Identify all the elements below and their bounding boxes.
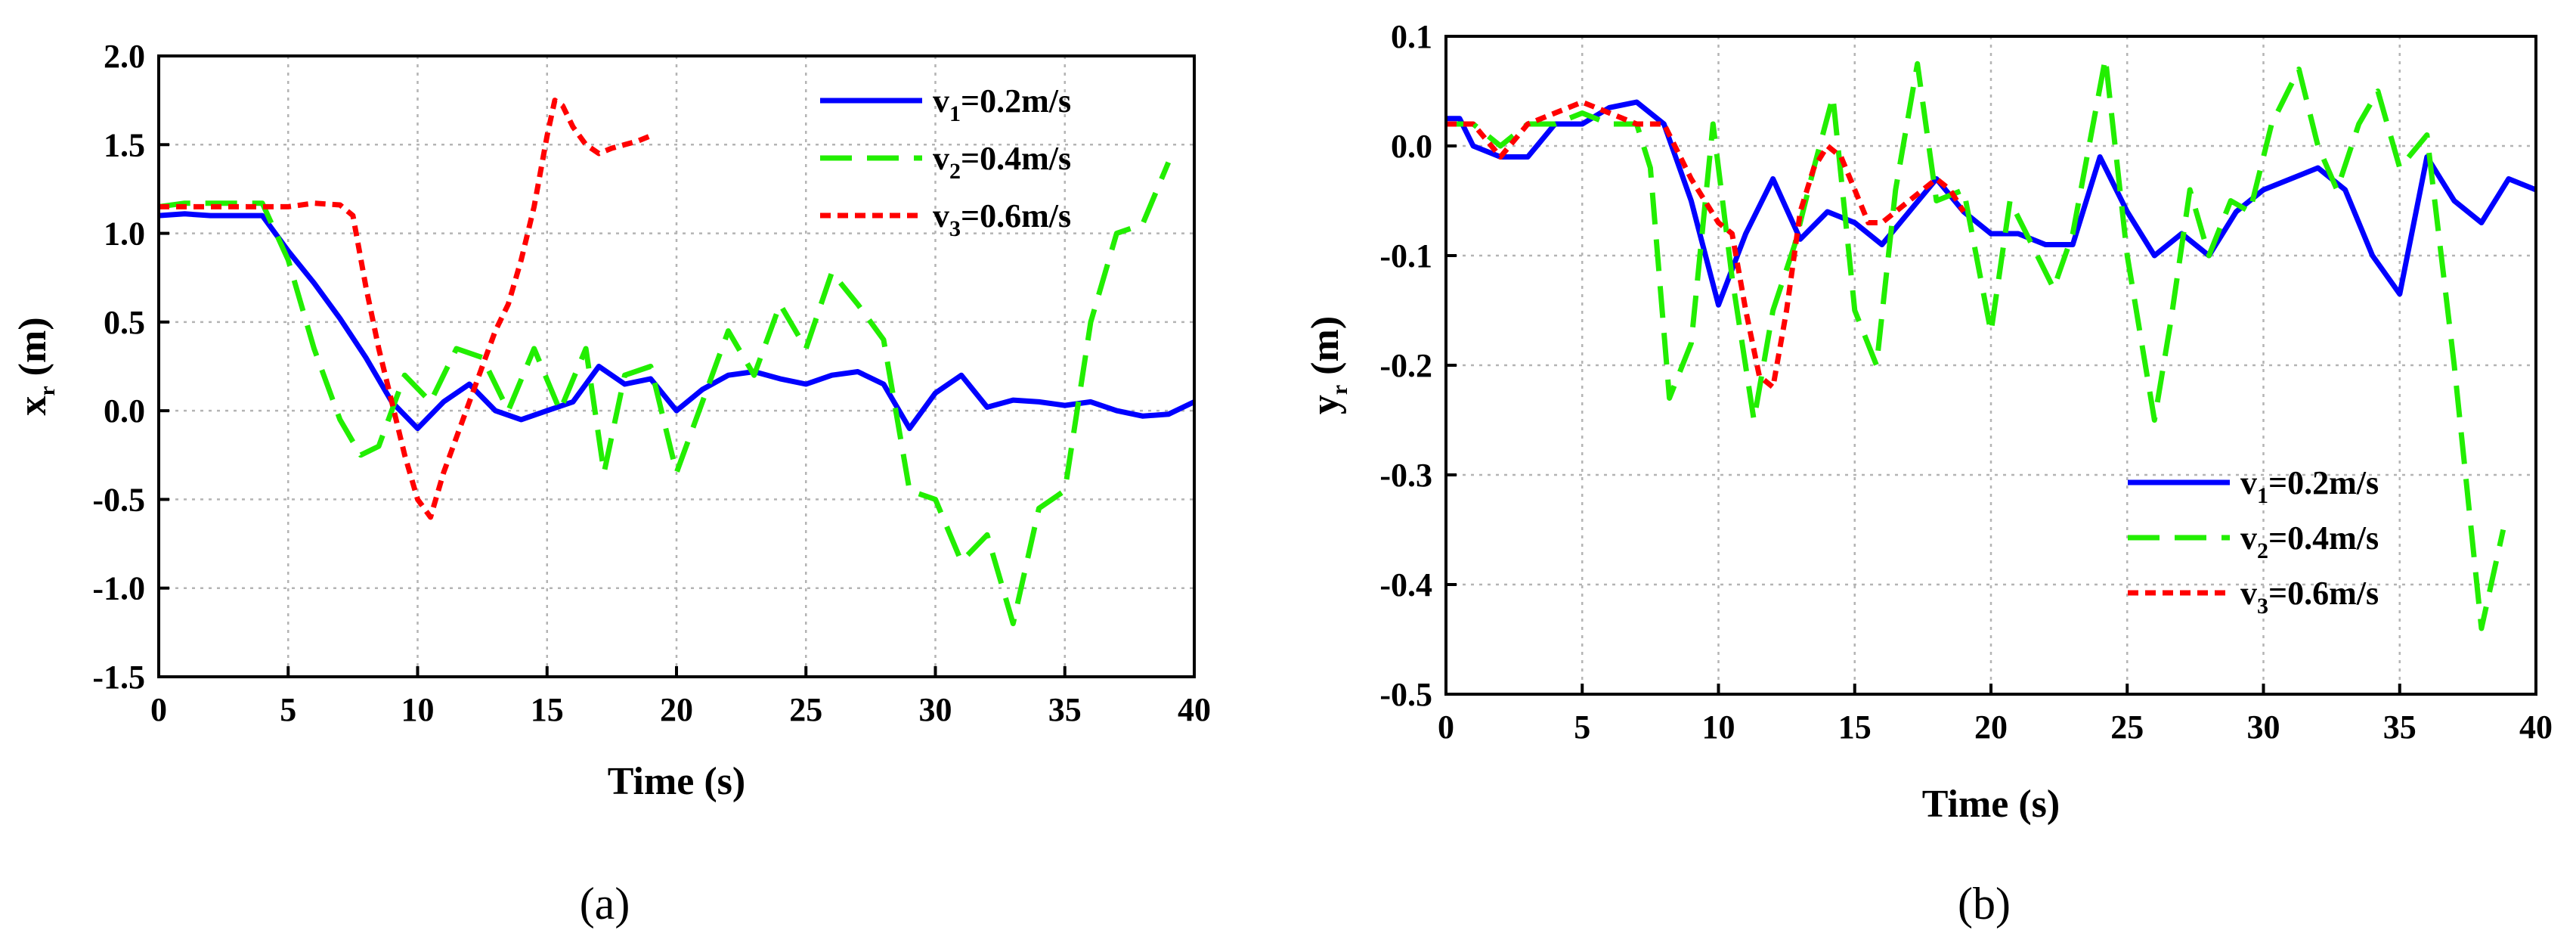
x-tick-label: 30 xyxy=(2247,709,2280,746)
x-tick-label: 40 xyxy=(1178,691,1211,728)
x-tick-label: 10 xyxy=(401,691,435,728)
legend-label-rest: =0.4m/s xyxy=(2268,520,2379,557)
legend-label-sub: 1 xyxy=(949,101,961,126)
y-axis-label: xr (m) xyxy=(11,317,60,415)
series-line-v2 xyxy=(159,161,1172,627)
x-axis-label: Time (s) xyxy=(1922,783,2060,826)
x-tick-label: 30 xyxy=(919,691,952,728)
y-tick-label: -1.0 xyxy=(92,570,145,607)
legend-label-rest: =0.4m/s xyxy=(961,140,1071,177)
legend-label-v1: v1=0.2m/s xyxy=(933,82,1071,126)
legend: v1=0.2m/sv2=0.4m/sv3=0.6m/s xyxy=(820,82,1071,241)
panel-b: 0 5 10 15 20 25 30 35 40 -0.5 -0.4 -0.3 -0.2 -0.1 0.0 0… xyxy=(1304,18,2553,929)
x-tick-label: 0 xyxy=(150,691,167,728)
y-axis-label: yr (m) xyxy=(1304,316,1352,414)
x-tick-label: 20 xyxy=(1974,709,2008,746)
y-axis-label-sub: r xyxy=(1327,385,1352,395)
legend-label-rest: =0.2m/s xyxy=(2268,464,2379,501)
y-tick-label: -0.3 xyxy=(1379,457,1432,494)
legend-label-sub: 1 xyxy=(2257,483,2268,508)
legend-label-v1: v1=0.2m/s xyxy=(2240,464,2379,508)
legend-label-v2: v2=0.4m/s xyxy=(2240,520,2379,563)
y-tick-label: 0.0 xyxy=(1391,128,1432,165)
x-tick-label: 15 xyxy=(531,691,564,728)
x-tick-label: 5 xyxy=(1574,709,1590,746)
x-tick-label: 35 xyxy=(2383,709,2417,746)
legend-label-v3: v3=0.6m/s xyxy=(2240,575,2379,619)
series-group xyxy=(1446,55,2536,631)
x-tick-label: 20 xyxy=(660,691,693,728)
x-tick-label: 25 xyxy=(2110,709,2144,746)
legend-label-v3: v3=0.6m/s xyxy=(933,197,1071,241)
y-tick-label: 0.1 xyxy=(1391,18,1432,55)
legend-label-sub: 2 xyxy=(949,159,961,184)
legend-label-sub: 3 xyxy=(2257,594,2268,619)
y-tick-label: 2.0 xyxy=(104,38,145,75)
x-tick-label: 25 xyxy=(789,691,822,728)
y-axis-label-main: x xyxy=(11,396,54,416)
series-line-v2 xyxy=(1446,55,2506,631)
y-tick-label: -0.2 xyxy=(1379,347,1432,384)
x-tick-label: 40 xyxy=(2519,709,2553,746)
y-tick-label: -0.1 xyxy=(1379,237,1432,274)
legend-label-main: v xyxy=(2240,464,2257,501)
series-line-v3 xyxy=(1446,99,1966,390)
panel-caption: (b) xyxy=(1958,879,2011,929)
x-tick-label: 0 xyxy=(1438,709,1454,746)
y-axis-label-sub: r xyxy=(35,386,60,395)
series-line-v1 xyxy=(159,211,1194,432)
x-axis-label: Time (s) xyxy=(608,760,745,803)
x-tick-label: 10 xyxy=(1702,709,1735,746)
legend-label-main: v xyxy=(933,140,949,177)
x-tick-label: 5 xyxy=(280,691,296,728)
panel-a: 0 5 10 15 20 25 30 35 40 -1.5 -1.0 -0.5 0.0 0.5 1.0 1.5… xyxy=(11,38,1211,929)
legend-label-sub: 2 xyxy=(2257,538,2268,563)
y-axis-label-main: y xyxy=(1304,395,1347,414)
y-tick-label: -1.5 xyxy=(92,659,145,696)
y-tick-label: -0.4 xyxy=(1379,566,1432,603)
legend-label-sub: 3 xyxy=(949,216,961,241)
x-tick-label: 35 xyxy=(1048,691,1082,728)
y-tick-label: -0.5 xyxy=(92,481,145,518)
y-axis-label-unit: (m) xyxy=(11,317,54,386)
y-tick-label: -0.5 xyxy=(1379,676,1432,713)
legend: v1=0.2m/sv2=0.4m/sv3=0.6m/s xyxy=(2128,464,2379,619)
legend-label-main: v xyxy=(933,82,949,119)
y-axis-label-unit: (m) xyxy=(1304,316,1347,385)
legend-label-rest: =0.6m/s xyxy=(961,197,1071,234)
legend-label-main: v xyxy=(933,197,949,234)
y-tick-label: 1.0 xyxy=(104,216,145,253)
legend-label-rest: =0.6m/s xyxy=(2268,575,2379,612)
y-tick-label: 0.0 xyxy=(104,392,145,430)
legend-label-v2: v2=0.4m/s xyxy=(933,140,1071,184)
panel-caption: (a) xyxy=(580,879,630,929)
legend-label-main: v xyxy=(2240,575,2257,612)
x-tick-label: 15 xyxy=(1838,709,1872,746)
series-group xyxy=(159,98,1194,627)
series-line-v3 xyxy=(159,98,652,520)
legend-label-rest: =0.2m/s xyxy=(961,82,1071,119)
y-tick-label: 0.5 xyxy=(104,304,145,341)
y-tick-label: 1.5 xyxy=(104,126,145,163)
legend-label-main: v xyxy=(2240,520,2257,557)
